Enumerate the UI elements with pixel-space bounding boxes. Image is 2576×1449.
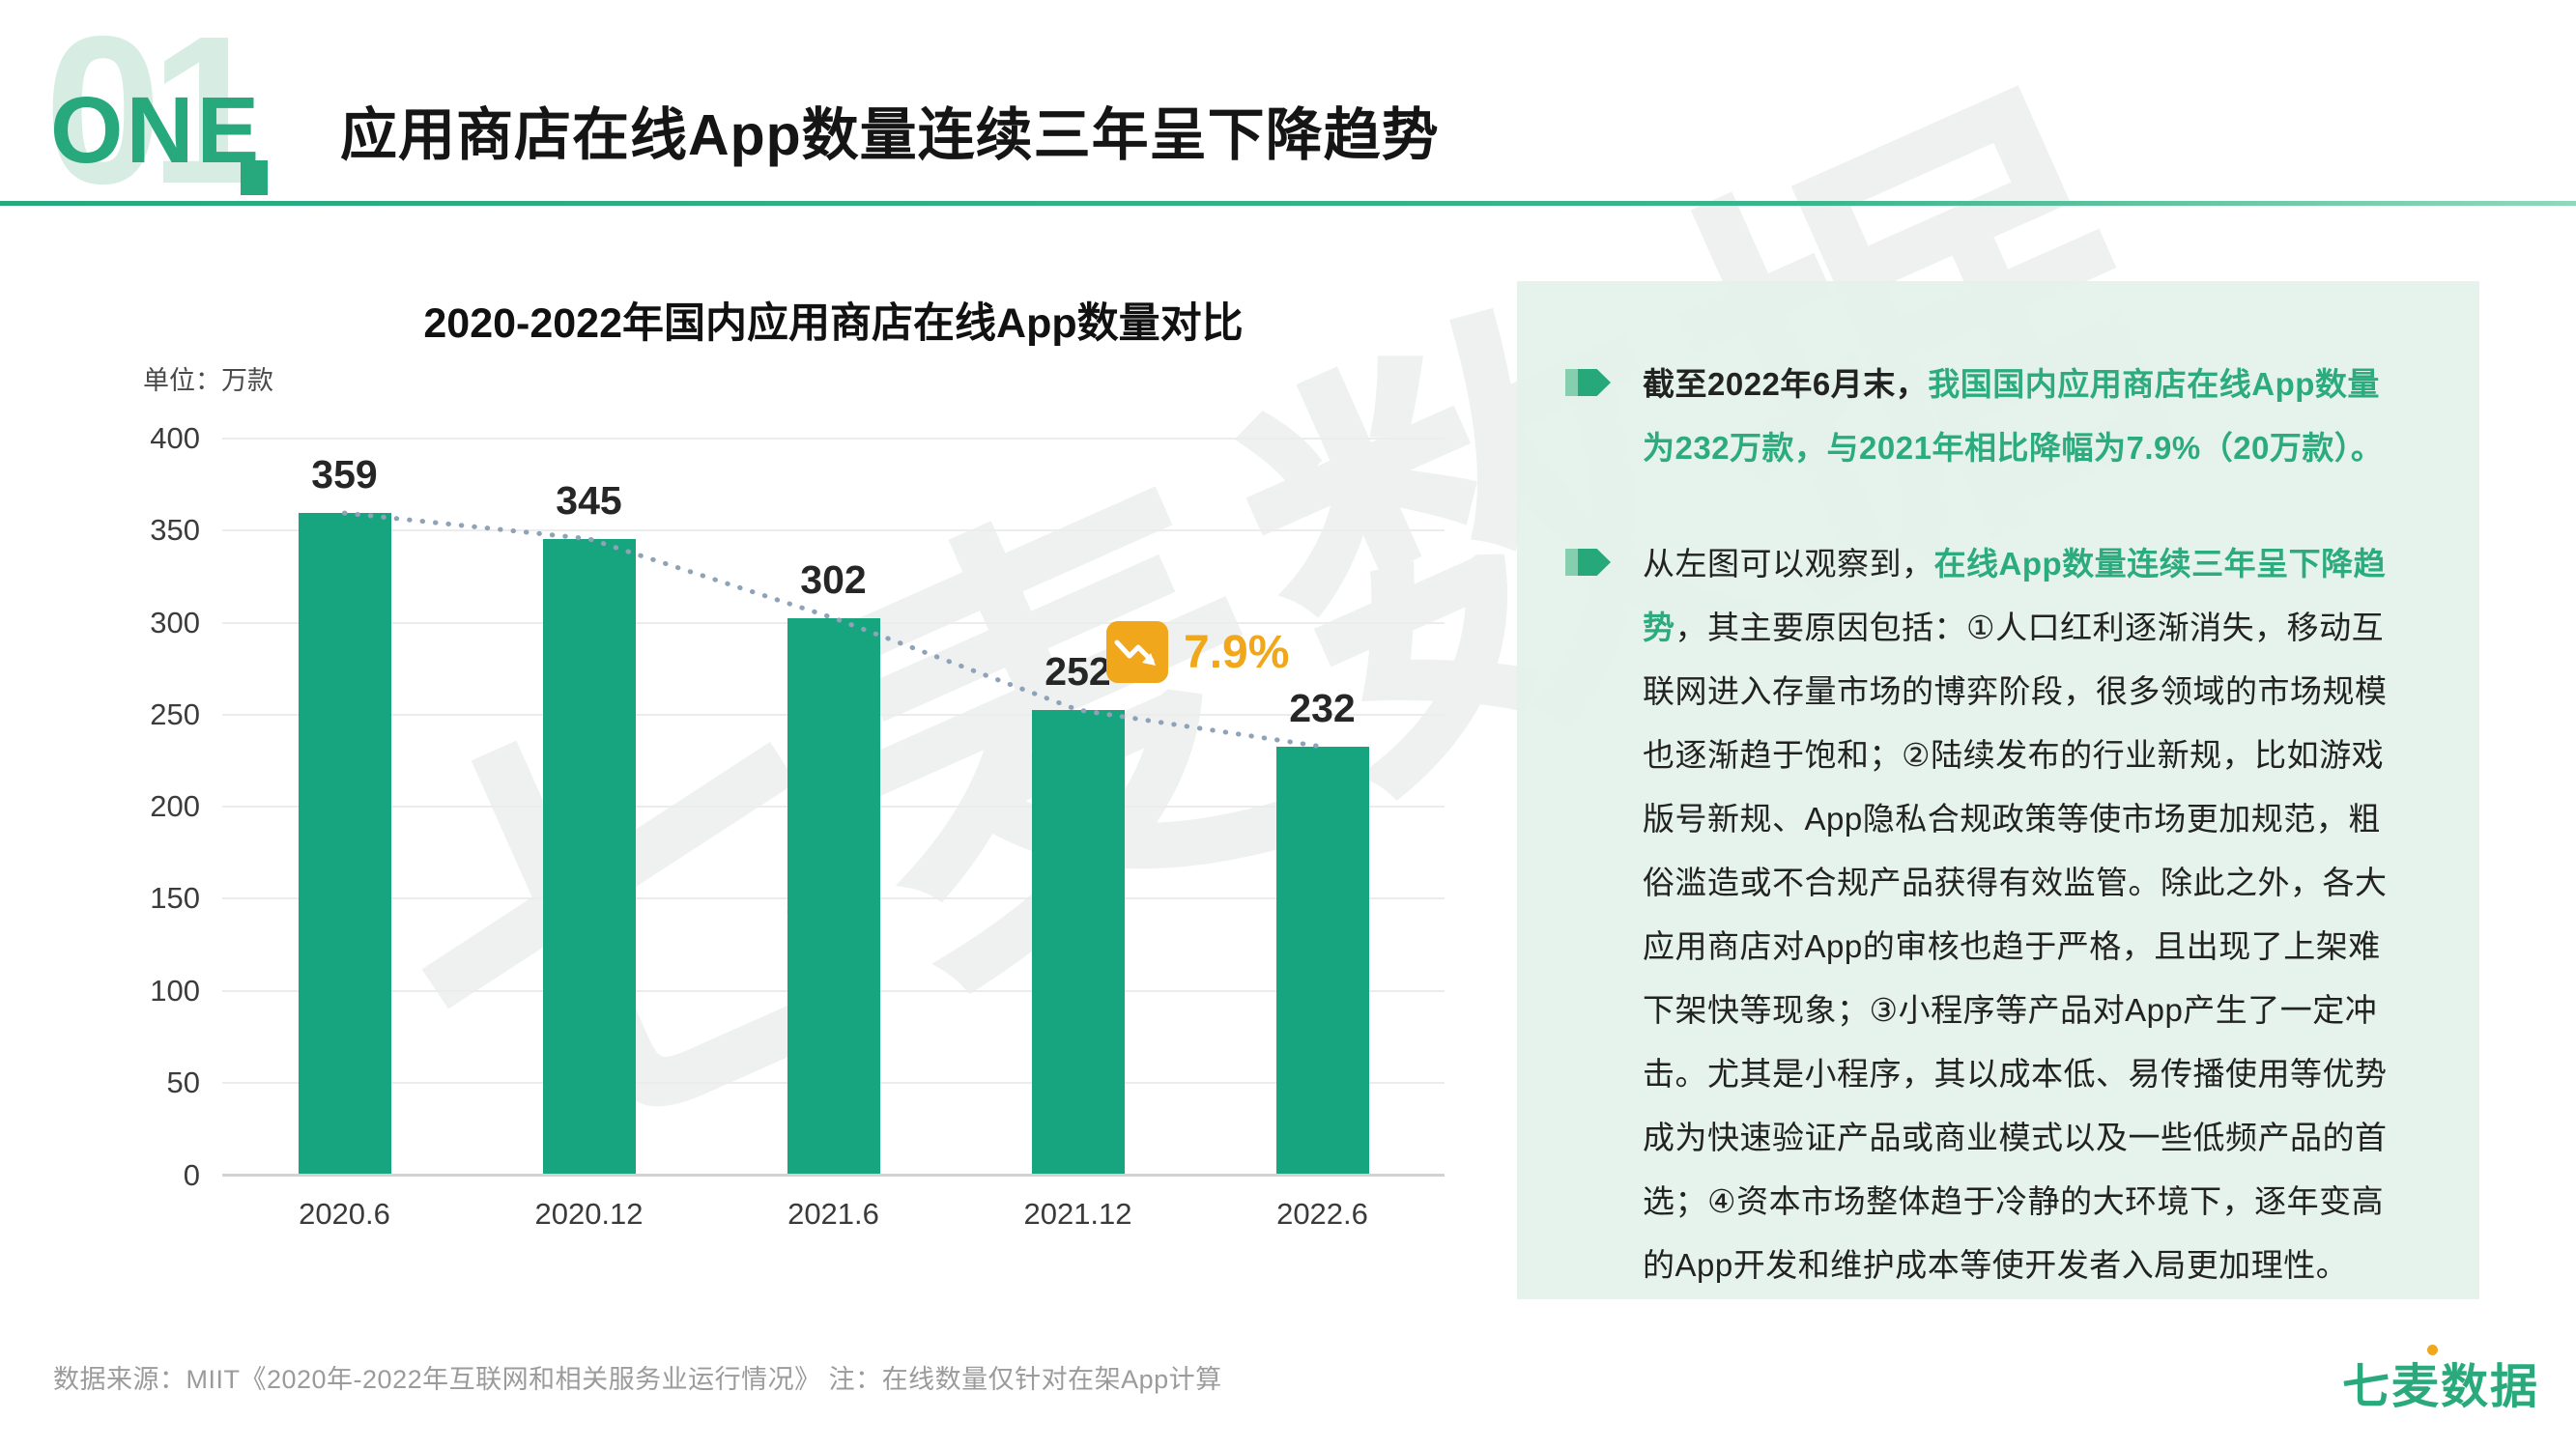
decline-annotation: 7.9% [1106,621,1289,683]
y-axis-tick-label: 200 [150,789,200,823]
bullet-text: 从左图可以观察到，在线App数量连续三年呈下降趋势，其主要原因包括：①人口红利逐… [1643,546,2388,1283]
bar-slot: 232 2022.6 [1200,438,1445,1231]
y-axis-tick-label: 0 [183,1157,200,1192]
chart-title: 2020-2022年国内应用商店在线App数量对比 [423,300,1244,347]
bar-slot: 252 2021.12 [956,438,1200,1231]
decline-percentage-label: 7.9% [1184,626,1290,678]
bar-2021.12 [1031,709,1125,1174]
decline-trend-icon [1106,621,1168,683]
bar-2020.12 [542,538,636,1174]
y-axis-tick-label: 150 [150,881,200,916]
logo-orange-dot [2427,1345,2438,1355]
bar-value-label: 302 [800,556,867,602]
chart-unit-label: 单位：万款 [143,366,273,395]
bullet-item: 从左图可以观察到，在线App数量连续三年呈下降趋势，其主要原因包括：①人口红利逐… [1565,532,2400,1297]
section-word-period-block [241,160,268,195]
bar-slot: 359 2020.6 [222,438,467,1231]
plot-area: 400 350 300 250 200 150 100 50 0 359 2020.6 345 202… [150,421,1445,1231]
y-axis-tick-label: 100 [150,973,200,1008]
bar-2021.6 [787,617,880,1174]
bar-slot: 345 2020.12 [467,438,711,1231]
bar-value-label: 232 [1289,686,1356,731]
bullet-text: 截至2022年6月末，我国国内应用商店在线App数量为232万款，与2021年相… [1643,366,2384,466]
bar-value-label: 359 [311,452,378,497]
header-divider-line [0,201,2576,206]
qimai-logo-text: 七麦数据 [2342,1361,2540,1413]
bar-value-label: 345 [556,477,622,523]
y-axis-tick-label: 250 [150,696,200,731]
arrow-bullet-icon [1565,549,1611,576]
bar-2020.6 [298,513,391,1174]
y-axis-tick-label: 350 [150,513,200,548]
bullet-item: 截至2022年6月末，我国国内应用商店在线App数量为232万款，与2021年相… [1565,353,2400,480]
x-axis-label: 2021.6 [787,1197,879,1231]
y-axis-tick-label: 50 [166,1065,200,1099]
x-axis-label: 2020.6 [299,1197,390,1231]
y-axis-tick-label: 400 [150,421,200,455]
x-axis-label: 2021.12 [1023,1197,1132,1231]
section-word: ONE [50,77,263,183]
grid-line: 0 [184,1158,1445,1192]
qimai-logo: 七麦数据 [2342,1345,2540,1417]
x-axis-label: 2022.6 [1276,1197,1368,1231]
bar-2022.6 [1275,747,1369,1174]
arrow-bullet-icon [1565,369,1611,396]
insight-panel: 截至2022年6月末，我国国内应用商店在线App数量为232万款，与2021年相… [1517,281,2479,1299]
data-source-note: 数据来源：MIIT《2020年-2022年互联网和相关服务业运行情况》 注：在线… [53,1365,1222,1394]
page-title: 应用商店在线App数量连续三年呈下降趋势 [340,103,1440,167]
y-axis-tick-label: 300 [150,605,200,639]
x-axis-label: 2020.12 [534,1197,644,1231]
bar-slot: 302 2021.6 [711,438,956,1231]
grid-line: 400 [150,421,1445,455]
section-number-ghost: 01 [44,0,268,228]
bars: 359 2020.6 345 2020.12 302 2021.6 252 2021.12 23… [222,438,1445,1231]
